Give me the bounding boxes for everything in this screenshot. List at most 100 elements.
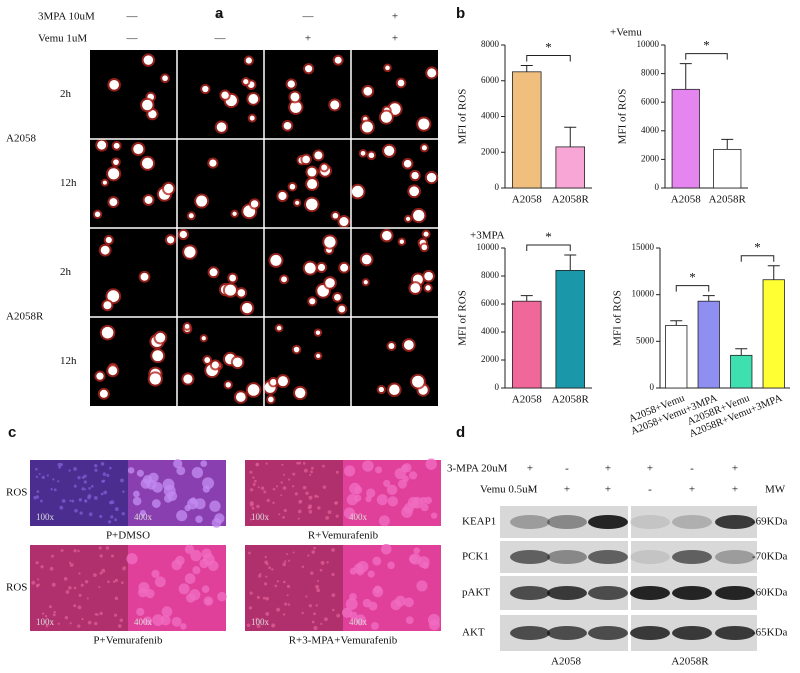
nucleus <box>163 494 173 503</box>
nucleus <box>311 620 315 624</box>
cell <box>204 357 211 363</box>
treatment-sign: + <box>689 484 695 496</box>
nucleus <box>268 566 271 570</box>
blot-band <box>547 586 587 600</box>
cell <box>100 245 110 255</box>
nucleus <box>68 561 71 564</box>
cell <box>144 195 153 204</box>
cell <box>250 200 259 208</box>
blot-band <box>588 515 628 529</box>
nucleus <box>343 507 356 519</box>
treatment-sign: + <box>605 463 611 475</box>
nucleus <box>249 518 252 521</box>
nucleus <box>81 617 84 621</box>
mw-label: -70KDa <box>752 551 788 563</box>
row-label: ROS <box>6 487 27 499</box>
nucleus <box>335 470 339 474</box>
nucleus <box>142 475 153 485</box>
y-tick-label: 10000 <box>637 39 660 49</box>
nucleus <box>331 548 335 552</box>
nucleus <box>284 560 287 563</box>
cell <box>388 343 395 350</box>
cell <box>316 353 321 359</box>
cell <box>216 122 227 132</box>
nucleus <box>73 604 77 608</box>
nucleus <box>68 586 72 590</box>
nucleus <box>202 553 215 566</box>
nucleus <box>302 485 307 490</box>
nucleus <box>386 484 398 496</box>
nucleus <box>84 499 87 502</box>
cell <box>351 185 364 198</box>
nucleus <box>60 548 64 552</box>
cell <box>108 366 118 376</box>
nucleus <box>315 604 318 607</box>
nucleus <box>151 569 160 578</box>
nucleus <box>255 617 259 621</box>
cell <box>163 183 174 194</box>
cell <box>183 374 193 384</box>
nucleus <box>403 502 415 514</box>
nucleus <box>262 596 266 600</box>
nucleus <box>73 549 77 553</box>
cell <box>295 200 300 205</box>
nucleus <box>101 568 106 573</box>
nucleus <box>425 458 437 470</box>
cell <box>270 254 282 266</box>
nucleus <box>297 517 300 520</box>
nucleus <box>88 512 93 517</box>
cell <box>243 78 249 85</box>
nucleus <box>405 616 414 625</box>
nucleus <box>77 605 82 610</box>
nucleus <box>276 580 280 583</box>
blot-band <box>588 586 628 600</box>
nucleus <box>100 462 105 466</box>
chart-title: +3MPA <box>470 230 505 242</box>
nucleus <box>120 581 124 585</box>
magnification-label: 100x <box>251 617 270 627</box>
cell <box>278 191 287 201</box>
nucleus <box>143 616 153 626</box>
cell <box>334 293 341 301</box>
blot-band <box>588 626 628 640</box>
nucleus <box>282 613 286 616</box>
nucleus <box>287 603 291 606</box>
nucleus <box>248 606 253 610</box>
nucleus <box>334 501 339 505</box>
nucleus <box>307 505 312 510</box>
nucleus <box>394 467 406 480</box>
nucleus <box>57 462 62 467</box>
cell <box>315 330 321 335</box>
cell <box>184 246 196 258</box>
error-bar <box>735 348 748 356</box>
cell <box>229 274 237 282</box>
treatment-sign: + <box>305 33 311 45</box>
nucleus <box>81 487 85 491</box>
cell <box>113 142 120 149</box>
magnification-label: 100x <box>36 512 55 522</box>
cell <box>133 143 144 155</box>
treatment-sign: + <box>732 484 738 496</box>
nucleus <box>276 607 281 612</box>
mw-label: -65KDa <box>752 627 788 639</box>
nucleus <box>370 621 379 630</box>
nucleus <box>41 475 45 480</box>
y-tick-label: 5000 <box>636 335 655 345</box>
magnification-label: 400x <box>134 617 153 627</box>
nucleus <box>36 490 40 493</box>
cell <box>140 272 149 281</box>
y-axis-label: MFI of ROS <box>457 290 469 346</box>
nucleus <box>194 498 206 510</box>
cell <box>293 346 300 353</box>
nucleus <box>298 461 302 465</box>
cell <box>338 305 346 313</box>
nucleus <box>37 578 40 581</box>
nucleus <box>58 466 62 469</box>
y-tick-label: 8000 <box>641 68 660 78</box>
nucleus <box>313 612 316 616</box>
nucleus <box>93 495 98 500</box>
cell-line-label: A2058 <box>551 656 581 668</box>
y-axis-label: MFI of ROS <box>457 89 469 145</box>
y-axis-label: MFI of ROS <box>612 290 624 346</box>
cell <box>142 99 153 111</box>
